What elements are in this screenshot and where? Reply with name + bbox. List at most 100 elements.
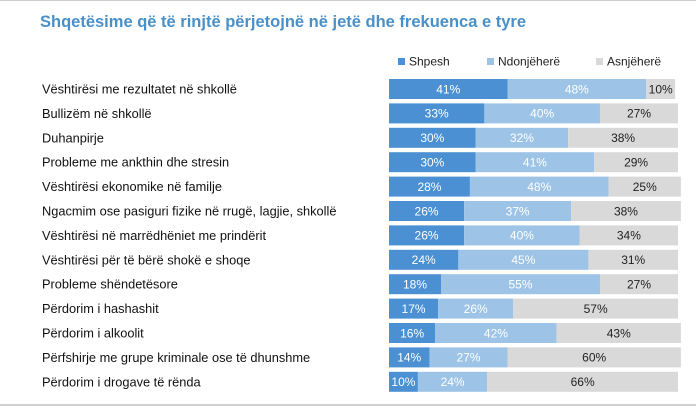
bar-value-label: 38% <box>614 204 638 218</box>
bar-segment <box>487 371 678 392</box>
category-label: Vështirësi në marrëdhëniet me prindërit <box>42 228 266 243</box>
bottom-border <box>0 404 696 406</box>
bar-segment <box>464 225 580 246</box>
bar-value-label: 55% <box>508 278 532 292</box>
bar-value-label: 57% <box>584 302 608 316</box>
bar-value-label: 26% <box>415 204 439 218</box>
bar-segment <box>588 249 678 270</box>
legend-label-2: Ndonjëherë <box>498 55 560 69</box>
bar-value-label: 48% <box>565 82 589 96</box>
category-label: Përdorim i alkoolit <box>42 326 144 341</box>
bar-value-label: 27% <box>627 278 651 292</box>
bar-segment <box>389 371 418 392</box>
legend-label-3: Asnjëherë <box>607 55 661 69</box>
bar-value-label: 27% <box>456 351 480 365</box>
bar-value-label: 45% <box>511 253 535 267</box>
bar-segment <box>389 176 470 197</box>
bar-value-label: 41% <box>523 156 547 170</box>
category-label: Bullizëm në shkollë <box>42 106 152 121</box>
bar-value-label: 37% <box>506 204 530 218</box>
legend-swatch-1 <box>398 58 405 65</box>
bar-segment <box>568 127 678 148</box>
bar-segment <box>441 274 600 295</box>
bar-segment <box>389 79 508 99</box>
bar-value-label: 30% <box>420 156 444 170</box>
bar-segment <box>389 225 465 246</box>
bar-value-label: 29% <box>624 156 648 170</box>
bar-value-label: 14% <box>397 351 421 365</box>
bar-value-label: 25% <box>633 180 657 194</box>
bar-segment <box>389 323 436 343</box>
category-label: Përdorim i hashashit <box>42 301 159 316</box>
bar-segment <box>458 249 589 270</box>
category-label: Probleme shëndetësore <box>42 277 178 292</box>
bar-value-label: 60% <box>582 351 606 365</box>
bar-segment <box>464 201 572 221</box>
bar-segment <box>435 323 557 343</box>
top-border <box>0 0 696 1</box>
bar-value-label: 18% <box>403 278 427 292</box>
bar-segment <box>389 127 476 148</box>
bar-segment <box>475 127 569 148</box>
bar-segment <box>556 323 681 343</box>
category-label: Probleme me ankthin dhe stresin <box>42 155 229 170</box>
bar-segment <box>484 103 600 124</box>
bar-value-label: 30% <box>420 131 444 145</box>
bar-segment <box>429 347 508 368</box>
bar-value-label: 10% <box>391 375 415 389</box>
bar-value-label: 33% <box>425 107 449 121</box>
bar-segment <box>389 152 476 173</box>
legend-swatch-3 <box>596 58 603 65</box>
bar-segment <box>469 176 609 197</box>
category-label: Ngacmim ose pasiguri fizike në rrugë, la… <box>42 204 336 219</box>
bar-value-label: 66% <box>571 375 595 389</box>
legend-label-1: Shpesh <box>409 55 450 69</box>
bar-segment <box>417 371 488 392</box>
bar-segment <box>389 347 430 368</box>
legend-swatch-2 <box>487 58 494 65</box>
bar-segment <box>571 201 681 221</box>
bar-value-label: 24% <box>412 253 436 267</box>
category-label: Vështirësi ekonomike në familje <box>42 179 222 194</box>
bar-segment <box>599 274 678 295</box>
category-label: Vështirësi për të bërë shokë e shoqe <box>42 252 250 267</box>
category-label: Përfshirje me grupe kriminale ose të dhu… <box>42 350 310 365</box>
bar-value-label: 38% <box>611 131 635 145</box>
bar-segment <box>389 249 459 270</box>
bar-segment <box>507 79 647 99</box>
bar-segment <box>475 152 595 173</box>
category-label: Përdorim i drogave të rënda <box>42 374 202 389</box>
bar-value-label: 40% <box>510 229 534 243</box>
bar-segment <box>608 176 681 197</box>
bar-segment <box>646 79 676 99</box>
bar-value-label: 48% <box>527 180 551 194</box>
bar-value-label: 16% <box>400 326 424 340</box>
bars: 41% 48% 10% 33% 40% 27% 30% 32% 38% 30% 41% 29% 28% 4… <box>389 79 681 392</box>
bar-segment <box>389 298 439 319</box>
bar-segment <box>389 274 442 295</box>
bar-value-label: 28% <box>417 180 441 194</box>
bar-value-label: 43% <box>607 326 631 340</box>
bar-segment <box>579 225 678 246</box>
chart-title: Shqetësime që të rinjtë përjetojnë në je… <box>40 13 527 31</box>
bar-value-label: 40% <box>530 107 554 121</box>
bar-value-label: 32% <box>510 131 534 145</box>
category-labels: Vështirësi me rezultatet në shkollë Bulli… <box>42 82 336 390</box>
legend: Shpesh Ndonjëherë Asnjëherë <box>398 55 661 69</box>
bar-value-label: 34% <box>617 229 641 243</box>
bar-value-label: 10% <box>649 82 673 96</box>
bar-value-label: 17% <box>402 302 426 316</box>
bar-segment <box>389 103 485 124</box>
bar-segment <box>507 347 681 368</box>
bar-value-label: 42% <box>484 326 508 340</box>
category-label: Vështirësi me rezultatet në shkollë <box>42 82 237 97</box>
bar-value-label: 26% <box>415 229 439 243</box>
bar-value-label: 24% <box>441 375 465 389</box>
bar-segment <box>438 298 514 319</box>
bar-value-label: 26% <box>464 302 488 316</box>
bar-segment <box>594 152 678 173</box>
bar-value-label: 41% <box>436 82 460 96</box>
bar-value-label: 31% <box>621 253 645 267</box>
bar-segment <box>513 298 678 319</box>
